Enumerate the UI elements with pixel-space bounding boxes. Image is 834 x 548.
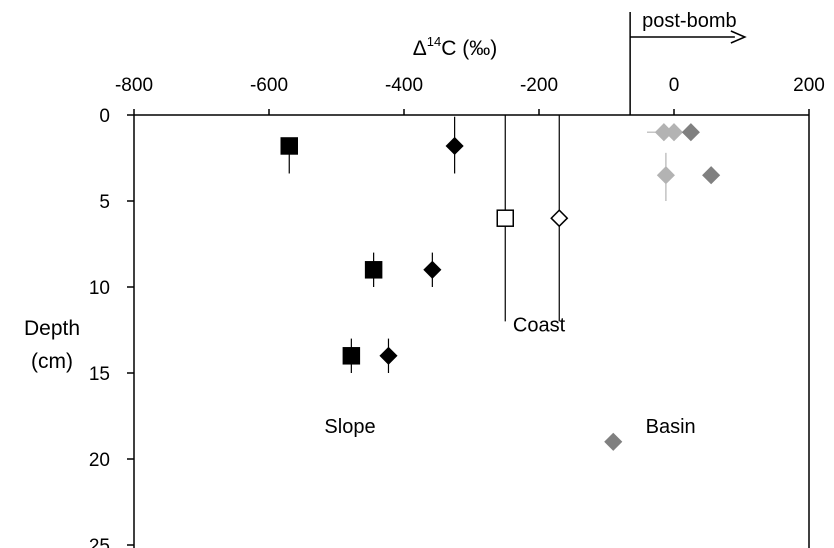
post-bomb-arrow-head xyxy=(730,30,747,44)
x-tick-label: 0 xyxy=(669,75,680,96)
data-point-diamond xyxy=(656,166,675,185)
x-tick-label: 200 xyxy=(793,75,825,96)
y-tick-label: 5 xyxy=(99,192,110,213)
x-axis-title: Δ14C (‰) xyxy=(413,34,498,60)
x-tick-label: -800 xyxy=(115,75,153,96)
plot-area: -800 -600 -400 -200 0 200 0 5 10 15 20 25 post-bomb S… xyxy=(89,10,825,548)
data-point-diamond xyxy=(664,123,684,142)
x-tick-label: -200 xyxy=(520,75,558,96)
annotation-coast: Coast xyxy=(513,315,566,337)
x-tick-label: -600 xyxy=(250,75,288,96)
annotation-slope: Slope xyxy=(324,416,375,438)
data-point-diamond xyxy=(423,260,442,279)
x-tick-label: -400 xyxy=(385,75,423,96)
data-point-diamond xyxy=(379,346,398,365)
data-point-diamond xyxy=(604,432,623,451)
annotation-basin: Basin xyxy=(646,416,696,438)
y-axis-title-line1: Depth xyxy=(24,317,80,340)
data-point-square xyxy=(364,261,383,279)
y-tick-label: 20 xyxy=(89,450,110,471)
x-axis-title-rest: C (‰) xyxy=(441,37,497,60)
data-point-diamond xyxy=(550,209,569,228)
data-point-square xyxy=(342,347,361,365)
post-bomb-label: post-bomb xyxy=(642,10,737,32)
data-point-diamond xyxy=(702,166,721,185)
y-axis-title-line2: (cm) xyxy=(31,350,73,373)
data-point-square xyxy=(496,209,514,227)
data-point-square xyxy=(280,137,298,155)
y-tick-label: 25 xyxy=(89,536,110,548)
x-axis-title-main: Δ xyxy=(413,37,427,60)
data-point-diamond xyxy=(445,136,464,156)
y-tick-label: 0 xyxy=(99,106,110,127)
data-point-diamond xyxy=(681,123,700,142)
y-tick-label: 15 xyxy=(89,364,110,385)
y-tick-label: 10 xyxy=(89,278,110,299)
x-axis-title-sup: 14 xyxy=(427,34,441,49)
